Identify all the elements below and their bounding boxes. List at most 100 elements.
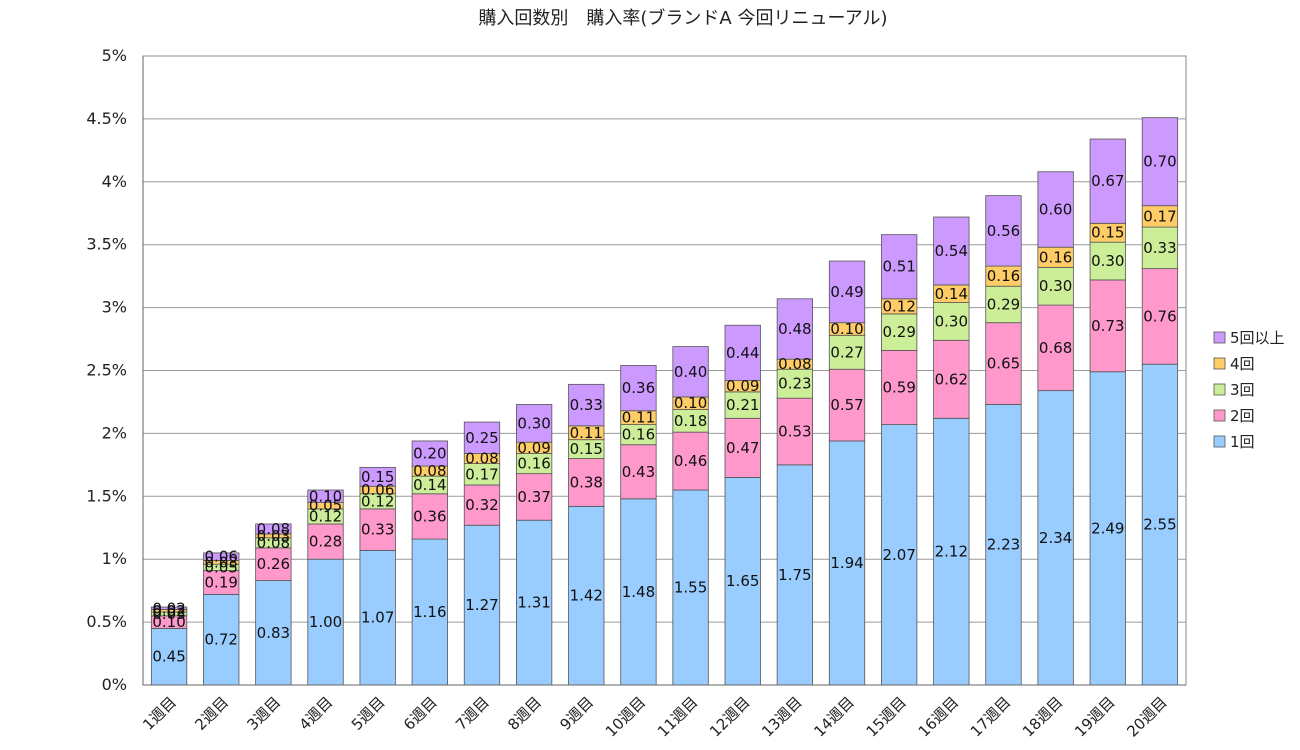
data-label: 0.26 bbox=[257, 555, 290, 573]
data-label: 0.08 bbox=[257, 534, 290, 552]
x-tick-label: 12週目 bbox=[706, 693, 753, 740]
data-label: 2.07 bbox=[882, 546, 915, 564]
data-label: 0.23 bbox=[778, 375, 811, 393]
data-label: 0.56 bbox=[987, 222, 1020, 240]
data-label: 0.33 bbox=[570, 396, 603, 414]
data-label: 1.00 bbox=[309, 613, 342, 631]
bar-segment bbox=[933, 339, 970, 419]
data-label: 0.12 bbox=[882, 297, 915, 315]
x-tick-label: 11週目 bbox=[654, 693, 701, 740]
data-label: 0.68 bbox=[1039, 339, 1072, 357]
bar-segment bbox=[1141, 117, 1179, 207]
data-label: 0.60 bbox=[1039, 200, 1072, 218]
bar-segment bbox=[1141, 363, 1179, 686]
data-label: 0.43 bbox=[622, 463, 655, 481]
bar-segment bbox=[620, 365, 657, 412]
bar-segment bbox=[881, 234, 918, 300]
chart-title: 購入回数別 購入率(ブランドA 今回リニューアル) bbox=[478, 7, 887, 29]
bar-segment bbox=[672, 489, 709, 686]
bars bbox=[150, 117, 1179, 686]
bar-segment bbox=[255, 523, 292, 535]
x-tick-label: 13週目 bbox=[758, 693, 805, 740]
data-label: 0.29 bbox=[882, 323, 915, 341]
x-tick-label: 9週目 bbox=[556, 693, 597, 734]
bar-segment bbox=[150, 627, 188, 686]
data-label: 0.83 bbox=[257, 624, 290, 642]
data-label: 0.44 bbox=[726, 344, 759, 362]
data-label: 0.33 bbox=[1143, 239, 1176, 257]
x-tick-label: 10週目 bbox=[602, 693, 649, 740]
legend-swatch bbox=[1213, 357, 1226, 370]
bar-segment bbox=[828, 260, 866, 324]
data-label: 0.37 bbox=[517, 488, 550, 506]
data-label: 0.20 bbox=[413, 445, 446, 463]
bar-segment bbox=[515, 473, 553, 521]
bar-segment bbox=[1089, 279, 1126, 373]
y-tick-label: 0% bbox=[102, 675, 127, 694]
bar-segment bbox=[985, 322, 1022, 405]
data-label: 1.16 bbox=[413, 603, 446, 621]
bar-segment bbox=[359, 549, 396, 686]
data-label: 0.08 bbox=[413, 462, 446, 480]
x-tick-label: 6週目 bbox=[400, 693, 441, 734]
data-label: 0.25 bbox=[465, 429, 498, 447]
data-label: 0.10 bbox=[830, 320, 863, 338]
y-tick-label: 4% bbox=[102, 172, 127, 191]
bar-segment bbox=[568, 383, 605, 427]
data-label: 1.31 bbox=[517, 594, 550, 612]
bar-segment bbox=[307, 489, 344, 503]
data-label: 0.36 bbox=[413, 507, 446, 525]
y-tick-label: 4.5% bbox=[86, 109, 127, 128]
data-label: 0.03 bbox=[257, 527, 290, 545]
data-label: 0.14 bbox=[935, 285, 968, 303]
x-tick-label: 16週目 bbox=[915, 693, 962, 740]
data-label: 2.55 bbox=[1143, 516, 1176, 534]
data-label: 0.10 bbox=[152, 613, 185, 631]
x-tick-label: 8週目 bbox=[504, 693, 545, 734]
bar-segment bbox=[359, 466, 396, 487]
data-label: 0.62 bbox=[935, 370, 968, 388]
x-tick-label: 18週目 bbox=[1019, 693, 1066, 740]
data-label: 0.21 bbox=[726, 396, 759, 414]
x-tick-label: 2週目 bbox=[191, 693, 232, 734]
data-label: 0.46 bbox=[674, 452, 707, 470]
data-label: 1.65 bbox=[726, 572, 759, 590]
data-label: 0.57 bbox=[830, 396, 863, 414]
bar-segment bbox=[672, 431, 709, 491]
bar-segment bbox=[672, 346, 709, 398]
data-label: 0.10 bbox=[674, 394, 707, 412]
bar-segment bbox=[776, 368, 814, 399]
data-label: 2.34 bbox=[1039, 529, 1072, 547]
bar-segment bbox=[724, 391, 761, 419]
legend: 5回以上 4回 3回 2回 1回 bbox=[1213, 329, 1285, 451]
bar-segment bbox=[881, 313, 918, 351]
y-tick-label: 3% bbox=[102, 298, 127, 317]
bar-segment bbox=[411, 538, 448, 686]
data-label: 0.15 bbox=[361, 468, 394, 486]
y-tick-label: 5% bbox=[102, 46, 127, 65]
data-label: 0.16 bbox=[622, 426, 655, 444]
data-label: 0.54 bbox=[935, 242, 968, 260]
bar-segment bbox=[1141, 268, 1179, 365]
data-label: 0.11 bbox=[570, 424, 603, 442]
x-tick-label: 15週目 bbox=[863, 693, 910, 740]
bar-segment bbox=[203, 552, 240, 561]
data-label: 0.10 bbox=[309, 487, 342, 505]
data-label: 1.42 bbox=[570, 587, 603, 605]
data-label: 0.09 bbox=[517, 439, 550, 457]
data-label: 0.06 bbox=[205, 548, 238, 566]
legend-label: 4回 bbox=[1230, 355, 1255, 373]
data-label: 0.05 bbox=[205, 558, 238, 576]
data-label: 1.94 bbox=[830, 554, 863, 572]
data-label: 0.65 bbox=[987, 355, 1020, 373]
data-label: 0.51 bbox=[882, 258, 915, 276]
data-label: 0.03 bbox=[152, 605, 185, 623]
data-label: 0.16 bbox=[517, 455, 550, 473]
data-label: 0.40 bbox=[674, 363, 707, 381]
x-tick-label: 5週目 bbox=[348, 693, 389, 734]
bar-segment bbox=[776, 397, 814, 466]
bar-segment bbox=[1089, 371, 1126, 686]
data-label: 0.36 bbox=[622, 379, 655, 397]
bar-segment bbox=[515, 404, 553, 443]
data-label: 0.19 bbox=[205, 573, 238, 591]
